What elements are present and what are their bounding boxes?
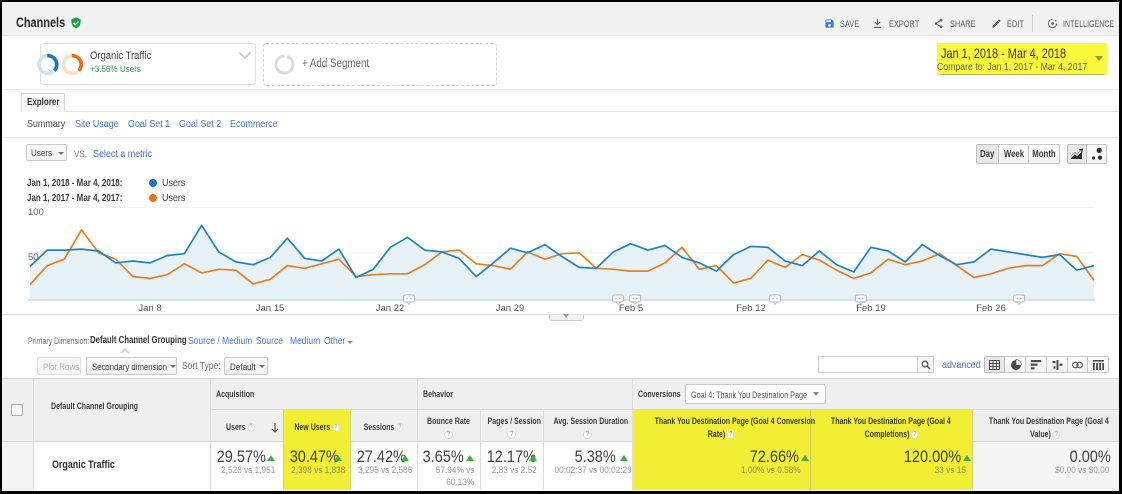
svg-text:Jan 29: Jan 29	[496, 303, 525, 314]
svg-text:50: 50	[28, 252, 39, 263]
svg-text:Jan 8: Jan 8	[138, 303, 161, 314]
svg-text:Feb 19: Feb 19	[856, 303, 886, 314]
svg-text:Feb 5: Feb 5	[619, 303, 643, 314]
svg-text:Feb 12: Feb 12	[736, 303, 766, 314]
svg-text:Jan 15: Jan 15	[256, 303, 285, 314]
svg-text:100: 100	[28, 207, 44, 218]
svg-text:Feb 26: Feb 26	[976, 303, 1006, 314]
svg-text:Jan 22: Jan 22	[376, 303, 405, 314]
